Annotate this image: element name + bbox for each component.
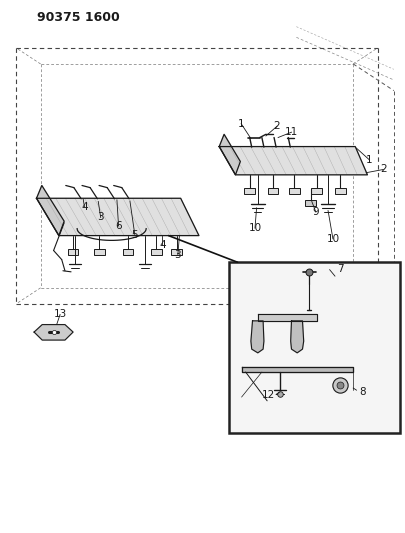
Text: 1: 1 xyxy=(365,155,372,165)
Text: 13: 13 xyxy=(53,310,66,319)
Polygon shape xyxy=(257,314,316,321)
Text: 9: 9 xyxy=(312,207,318,217)
Bar xyxy=(171,249,181,255)
Bar xyxy=(229,262,399,433)
Text: 5: 5 xyxy=(131,230,138,239)
Text: 1: 1 xyxy=(237,119,244,128)
Text: 10: 10 xyxy=(248,223,261,233)
Bar xyxy=(311,188,321,194)
Polygon shape xyxy=(36,185,64,236)
Bar xyxy=(122,249,133,255)
Text: 90375 1600: 90375 1600 xyxy=(36,11,119,23)
Text: 3: 3 xyxy=(97,213,104,222)
Text: 7: 7 xyxy=(336,264,343,273)
Bar xyxy=(151,249,161,255)
Bar xyxy=(94,249,104,255)
Bar xyxy=(267,188,277,194)
Polygon shape xyxy=(290,321,303,353)
Bar xyxy=(334,188,345,194)
Text: 2: 2 xyxy=(273,122,279,131)
Text: 4: 4 xyxy=(159,240,165,250)
Text: 8: 8 xyxy=(358,387,364,397)
Text: 6: 6 xyxy=(115,221,122,231)
Text: 3: 3 xyxy=(174,250,181,260)
Polygon shape xyxy=(219,134,240,175)
Bar xyxy=(68,249,78,255)
Polygon shape xyxy=(34,325,73,340)
Text: 4: 4 xyxy=(81,202,87,212)
Bar xyxy=(244,188,254,194)
Text: 12: 12 xyxy=(262,391,275,400)
Text: 2: 2 xyxy=(379,165,386,174)
Text: 11: 11 xyxy=(284,127,297,137)
Text: 10: 10 xyxy=(326,234,339,244)
Polygon shape xyxy=(219,147,367,175)
Polygon shape xyxy=(250,321,263,353)
Bar xyxy=(288,188,299,194)
Polygon shape xyxy=(241,367,352,372)
Polygon shape xyxy=(36,198,198,236)
Bar xyxy=(305,200,315,206)
